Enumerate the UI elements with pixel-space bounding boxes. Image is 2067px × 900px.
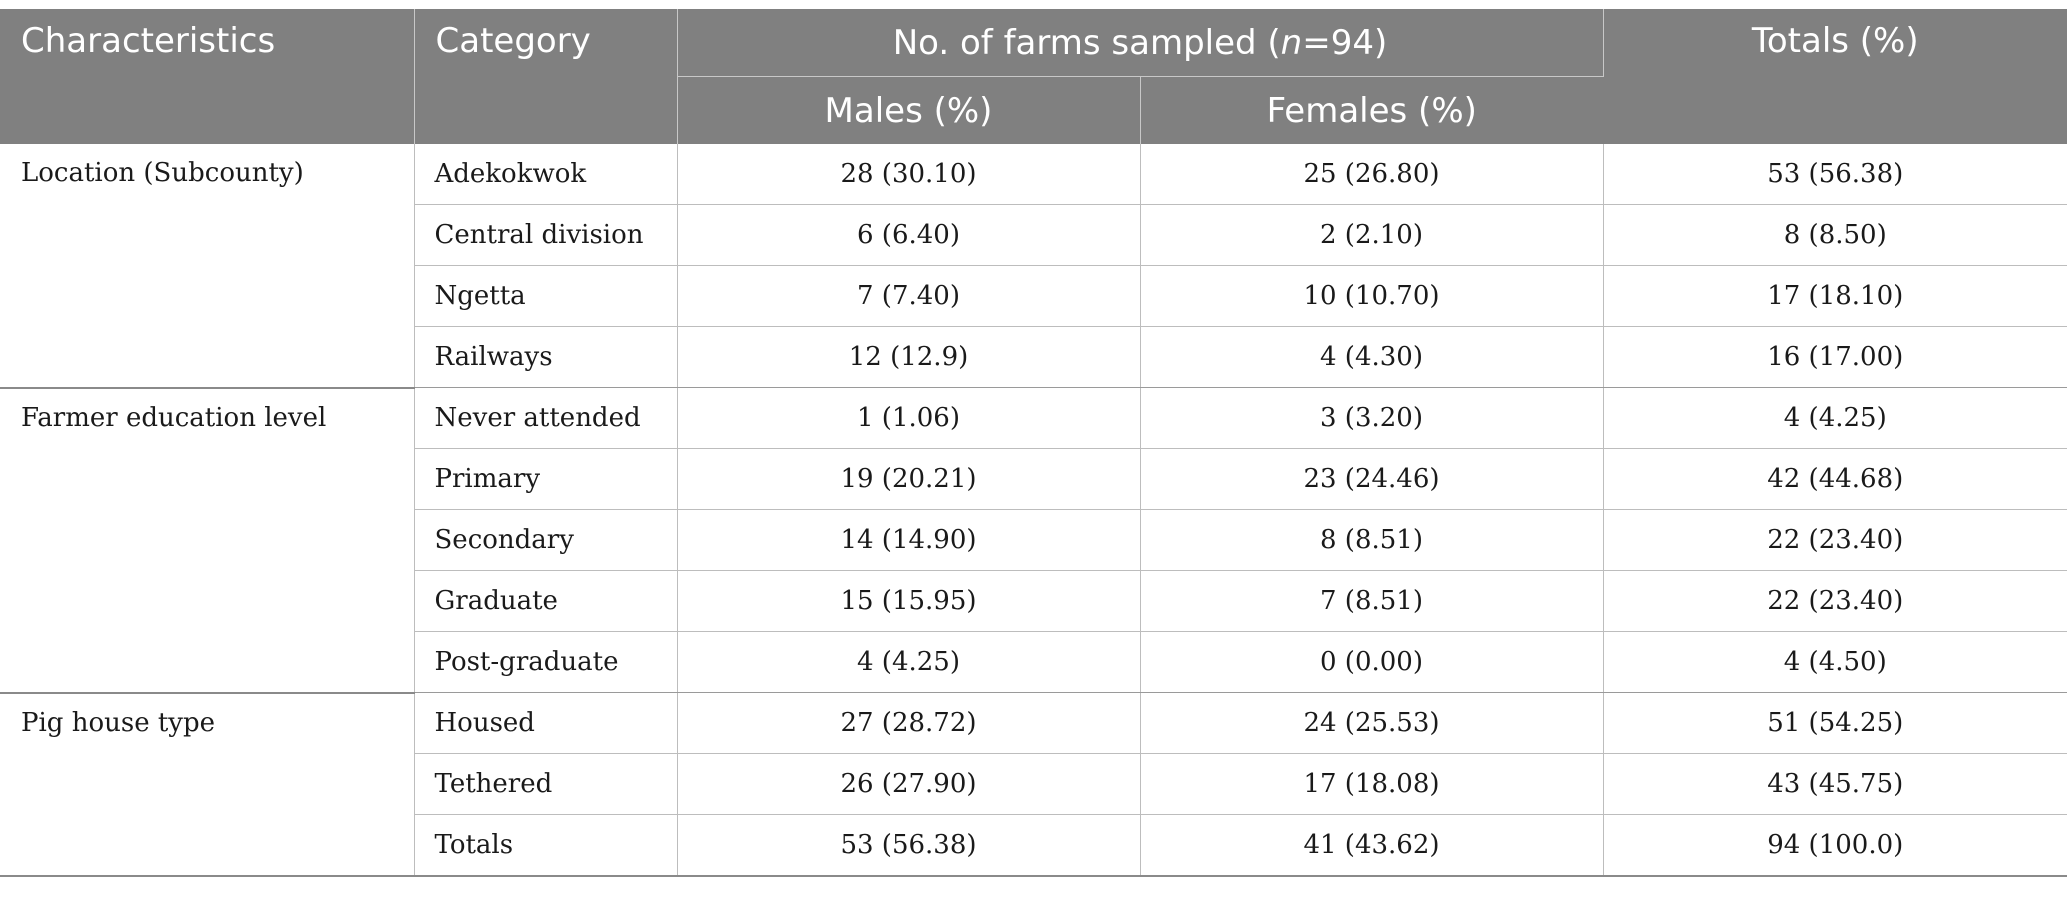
characteristic-cell: Farmer education level: [0, 387, 415, 694]
males-cell: 26 (27.90): [677, 753, 1141, 815]
totals-cell: 4 (4.50): [1603, 631, 2067, 693]
males-cell: 1 (1.06): [677, 387, 1141, 449]
totals-cell: 8 (8.50): [1603, 204, 2067, 266]
totals-cell: 51 (54.25): [1603, 692, 2067, 754]
category-cell: Railways: [414, 326, 678, 388]
totals-cell: 16 (17.00): [1603, 326, 2067, 388]
category-cell: Ngetta: [414, 265, 678, 327]
females-cell: 17 (18.08): [1140, 753, 1604, 815]
category-cell: Tethered: [414, 753, 678, 815]
females-cell: 10 (10.70): [1140, 265, 1604, 327]
table-row: Central division 6 (6.40) 2 (2.10) 8 (8.…: [0, 204, 2067, 266]
totals-cell: 42 (44.68): [1603, 448, 2067, 510]
table-row: Farmer education level Never attended 1 …: [0, 387, 2067, 694]
table-row: Pig house type Housed 27 (28.72) 24 (25.…: [0, 692, 2067, 877]
females-cell: 3 (3.20): [1140, 387, 1604, 449]
category-cell: Graduate: [414, 570, 678, 632]
category-cell: Post-graduate: [414, 631, 678, 693]
females-cell: 23 (24.46): [1140, 448, 1604, 510]
totals-cell: 94 (100.0): [1603, 814, 2067, 877]
females-cell: 7 (8.51): [1140, 570, 1604, 632]
totals-cell: 43 (45.75): [1603, 753, 2067, 815]
table-row: Railways 12 (12.9) 4 (4.30) 16 (17.00): [0, 326, 2067, 388]
table-row: Tethered 26 (27.90) 17 (18.08) 43 (45.75…: [0, 753, 2067, 815]
table-row: Graduate 15 (15.95) 7 (8.51) 22 (23.40): [0, 570, 2067, 632]
header-farms-sampled-suffix: =94): [1302, 22, 1388, 63]
category-cell: Adekokwok: [414, 144, 678, 205]
females-cell: 41 (43.62): [1140, 814, 1604, 877]
males-cell: 28 (30.10): [677, 144, 1141, 205]
females-cell: 2 (2.10): [1140, 204, 1604, 266]
table-row: Primary 19 (20.21) 23 (24.46) 42 (44.68): [0, 448, 2067, 510]
totals-cell: 17 (18.10): [1603, 265, 2067, 327]
header-farms-sampled-prefix: No. of farms sampled (: [892, 22, 1281, 63]
males-cell: 53 (56.38): [677, 814, 1141, 877]
category-cell: Central division: [414, 204, 678, 266]
males-cell: 7 (7.40): [677, 265, 1141, 327]
table-row: Ngetta 7 (7.40) 10 (10.70) 17 (18.10): [0, 265, 2067, 327]
category-cell: Never attended: [414, 387, 678, 449]
header-farms-sampled-n: n: [1280, 22, 1303, 63]
table-row: Totals 53 (56.38) 41 (43.62) 94 (100.0): [0, 814, 2067, 877]
totals-cell: 22 (23.40): [1603, 509, 2067, 571]
category-cell: Totals: [414, 814, 678, 877]
header-category: Category: [414, 9, 678, 144]
farm-characteristics-table: Characteristics Category No. of farms sa…: [0, 9, 2067, 877]
category-cell: Housed: [414, 692, 678, 754]
header-females: Females (%): [1140, 76, 1603, 144]
table-row: Secondary 14 (14.90) 8 (8.51) 22 (23.40): [0, 509, 2067, 571]
males-cell: 14 (14.90): [677, 509, 1141, 571]
header-totals: Totals (%): [1603, 9, 2067, 144]
table-body: Location (Subcounty) Adekokwok 28 (30.10…: [0, 144, 2067, 877]
characteristic-cell: Location (Subcounty): [0, 144, 415, 389]
males-cell: 15 (15.95): [677, 570, 1141, 632]
females-cell: 8 (8.51): [1140, 509, 1604, 571]
males-cell: 6 (6.40): [677, 204, 1141, 266]
table-header: Characteristics Category No. of farms sa…: [0, 9, 2067, 144]
header-males: Males (%): [677, 76, 1141, 144]
females-cell: 4 (4.30): [1140, 326, 1604, 388]
males-cell: 19 (20.21): [677, 448, 1141, 510]
characteristic-cell: Pig house type: [0, 692, 415, 877]
males-cell: 27 (28.72): [677, 692, 1141, 754]
category-cell: Primary: [414, 448, 678, 510]
females-cell: 25 (26.80): [1140, 144, 1604, 205]
females-cell: 0 (0.00): [1140, 631, 1604, 693]
table-row: Post-graduate 4 (4.25) 0 (0.00) 4 (4.50): [0, 631, 2067, 693]
totals-cell: 4 (4.25): [1603, 387, 2067, 449]
males-cell: 4 (4.25): [677, 631, 1141, 693]
category-cell: Secondary: [414, 509, 678, 571]
header-characteristics: Characteristics: [0, 9, 415, 144]
header-farms-sampled: No. of farms sampled (n=94): [677, 9, 1604, 77]
totals-cell: 22 (23.40): [1603, 570, 2067, 632]
females-cell: 24 (25.53): [1140, 692, 1604, 754]
males-cell: 12 (12.9): [677, 326, 1141, 388]
table-container: Characteristics Category No. of farms sa…: [0, 9, 2067, 877]
totals-cell: 53 (56.38): [1603, 144, 2067, 205]
table-row: Location (Subcounty) Adekokwok 28 (30.10…: [0, 144, 2067, 389]
